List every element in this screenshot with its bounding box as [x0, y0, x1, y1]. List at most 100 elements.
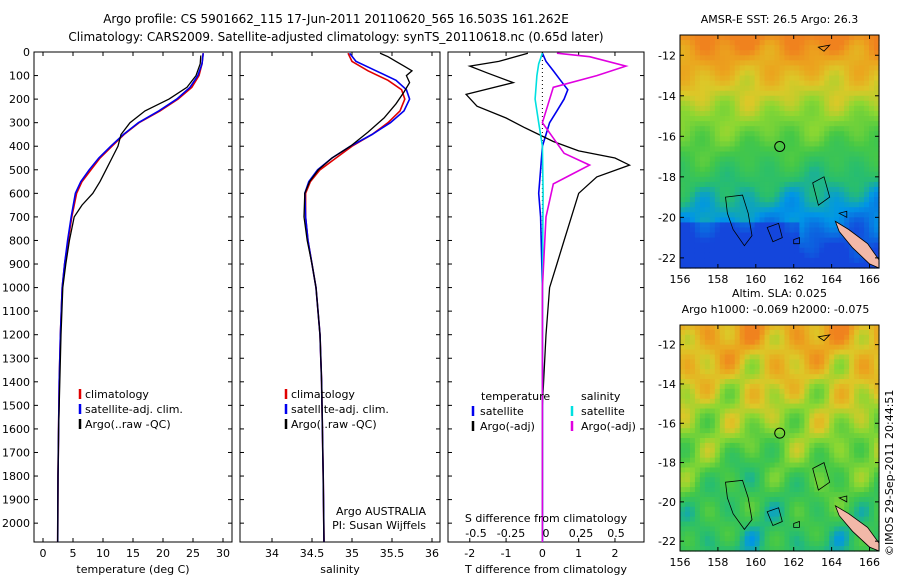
- map-cell: [689, 161, 696, 168]
- map-cell: [689, 511, 696, 518]
- map-cell: [704, 354, 711, 360]
- map-cell: [759, 369, 766, 375]
- map-cell: [774, 65, 781, 72]
- map-cell: [764, 121, 771, 127]
- map-cell: [814, 433, 820, 439]
- map-cell: [729, 35, 736, 41]
- map-cell: [719, 482, 726, 488]
- map-cell: [680, 349, 686, 356]
- map-cell: [764, 329, 771, 336]
- map-cell: [794, 349, 800, 356]
- map-cell: [709, 176, 716, 183]
- map-cell: [764, 511, 771, 518]
- map-cell: [719, 166, 726, 173]
- map-cell: [704, 232, 711, 239]
- map-cell: [734, 237, 741, 244]
- map-cell: [689, 359, 696, 365]
- map-cell: [799, 501, 805, 508]
- map-cell: [809, 477, 815, 483]
- map-cell: [864, 428, 870, 434]
- map-cell: [704, 227, 711, 234]
- map-cell: [754, 181, 761, 188]
- map-cell: [759, 146, 766, 153]
- map-cell: [719, 100, 726, 107]
- map-cell: [804, 325, 810, 331]
- map-cell: [849, 181, 855, 188]
- map-cell: [739, 383, 746, 390]
- map-cell: [849, 85, 855, 92]
- map-cell: [784, 186, 791, 193]
- map-cell: [829, 329, 835, 336]
- map-cell: [829, 126, 835, 132]
- map-cell: [774, 452, 781, 459]
- map-cell: [784, 110, 791, 117]
- map-cell: [739, 354, 746, 360]
- map-cell: [714, 126, 721, 132]
- map-cell: [744, 80, 751, 87]
- map-cell: [759, 359, 766, 365]
- map-cell: [874, 176, 880, 183]
- map-cell: [739, 202, 746, 208]
- map-cell: [744, 379, 751, 385]
- map-cell: [809, 116, 815, 122]
- map-cell: [834, 126, 840, 132]
- map-cell: [854, 176, 860, 183]
- map-cell: [859, 374, 865, 380]
- map-cell: [714, 536, 721, 542]
- map-cell: [859, 257, 865, 264]
- map-cell: [804, 222, 810, 229]
- map-cell: [819, 257, 825, 264]
- map-cell: [784, 354, 791, 360]
- map-cell: [714, 192, 721, 198]
- map-cell: [729, 131, 736, 137]
- map-cell: [684, 501, 691, 508]
- map-cell: [789, 60, 796, 66]
- map-cell: [864, 457, 870, 464]
- map-cell: [819, 428, 825, 434]
- map-cell: [784, 70, 791, 77]
- map-cell: [754, 40, 761, 46]
- map-cell: [874, 334, 880, 341]
- map-cell: [779, 383, 786, 390]
- map-cell: [714, 237, 721, 244]
- map-cell: [774, 85, 781, 92]
- map-cell: [864, 344, 870, 351]
- map-cell: [719, 462, 726, 469]
- map-cell: [689, 354, 696, 360]
- map-cell: [739, 156, 746, 163]
- map-cell: [794, 202, 800, 208]
- map-cell: [869, 70, 875, 77]
- map-cell: [769, 546, 776, 552]
- map-cell: [804, 383, 810, 390]
- map-cell: [759, 428, 766, 434]
- map-cell: [744, 60, 751, 66]
- map-cell: [854, 462, 860, 469]
- map-cell: [749, 536, 756, 542]
- map-cell: [859, 217, 865, 224]
- map-cell: [744, 75, 751, 82]
- map-cell: [784, 531, 791, 537]
- map-cell: [844, 116, 850, 122]
- map-cell: [844, 413, 850, 419]
- map-cell: [794, 35, 800, 41]
- map-cell: [694, 383, 701, 390]
- map-cell: [694, 141, 701, 148]
- map-cell: [829, 428, 835, 434]
- map-cell: [834, 110, 840, 117]
- map-cell: [784, 166, 791, 173]
- map-cell: [769, 339, 776, 346]
- map-cell: [689, 247, 696, 254]
- map-cell: [854, 482, 860, 488]
- map-cell: [764, 496, 771, 503]
- map-cell: [779, 45, 786, 51]
- map-cell: [834, 344, 840, 351]
- map-cell: [764, 90, 771, 97]
- map-cell: [759, 126, 766, 132]
- map-cell: [749, 131, 756, 137]
- map-cell: [759, 151, 766, 158]
- map-cell: [819, 75, 825, 82]
- map-cell: [789, 521, 796, 528]
- map-cell: [699, 344, 706, 351]
- map-cell: [684, 379, 691, 385]
- map-cell: [749, 171, 756, 178]
